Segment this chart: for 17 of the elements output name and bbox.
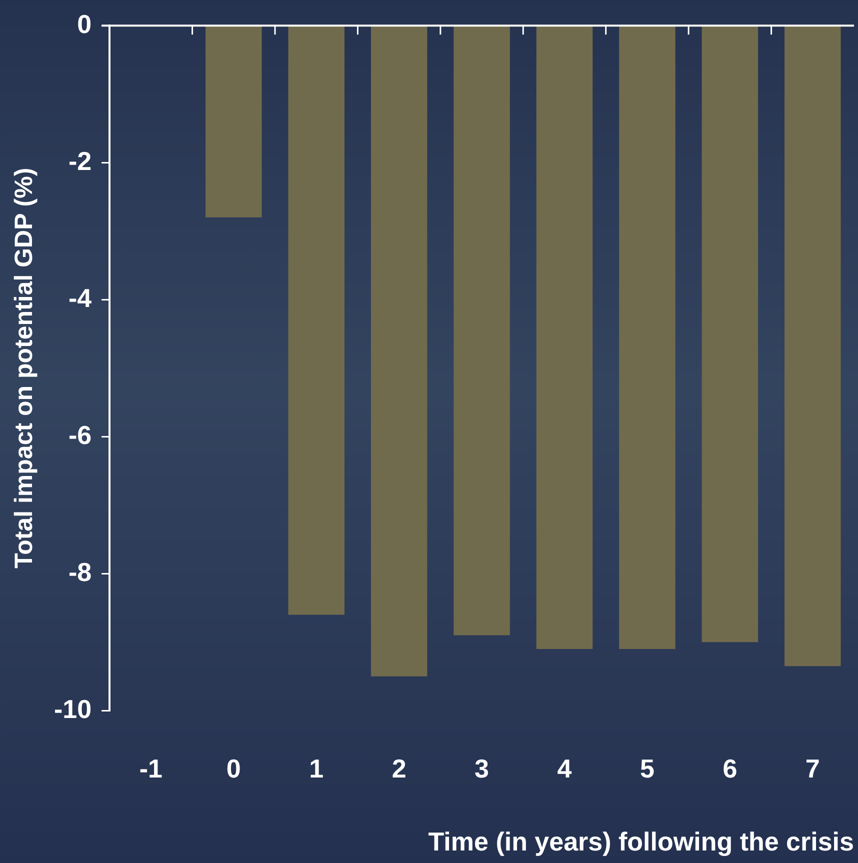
y-tick-label: -4 (68, 282, 92, 313)
x-tick-label: 1 (309, 753, 324, 784)
y-tick-label: -2 (68, 146, 92, 176)
y-tick-label: 0 (77, 8, 92, 39)
y-tick-label: -6 (68, 420, 92, 450)
y-axis-title: Total impact on potential GDP (%) (10, 168, 38, 568)
x-tick-label: 0 (226, 753, 241, 784)
x-axis-title: Time (in years) following the crisis (428, 826, 854, 857)
y-tick-label: -8 (68, 556, 92, 587)
x-tick-label: -1 (139, 753, 162, 784)
x-tick-label: 6 (722, 753, 738, 784)
x-tick-label: 3 (474, 753, 490, 784)
y-tick-label: -10 (54, 694, 92, 724)
x-tick-label: 5 (640, 753, 654, 784)
x-tick-label: 2 (392, 753, 406, 784)
x-tick-label: 7 (805, 753, 820, 784)
x-tick-label: 4 (557, 753, 572, 784)
